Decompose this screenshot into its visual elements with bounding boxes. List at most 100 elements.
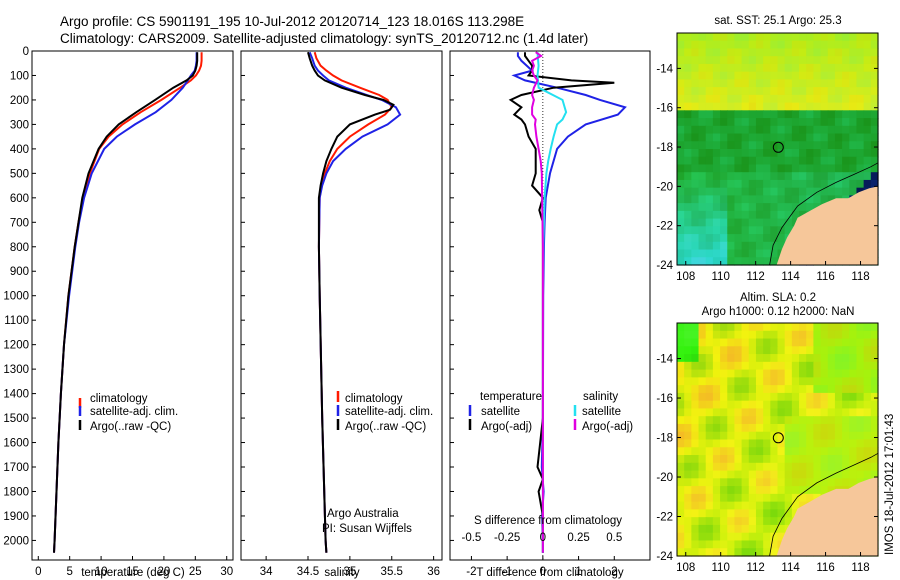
difference-legend-s-argo: Argo(-adj) — [582, 421, 633, 433]
sst-map-cell — [691, 172, 700, 181]
sla-map-cell — [799, 385, 807, 394]
sst-map-cell — [820, 156, 829, 166]
sla-map-cell — [820, 447, 829, 456]
sla-map-cell — [691, 486, 700, 495]
sst-map-cell — [684, 125, 692, 135]
sst-map-cell — [691, 187, 700, 196]
sst-map-cell — [684, 63, 692, 73]
sla-map-cell — [705, 486, 714, 495]
sla-map-cell — [834, 431, 843, 441]
sla-map-cell — [763, 447, 771, 456]
sst-map-cell — [863, 149, 872, 158]
sla-map-cell — [834, 361, 843, 371]
sst-map-cell — [748, 71, 757, 80]
temperature-y-tick-label: 700 — [10, 217, 29, 229]
sla-map-cell — [849, 323, 858, 332]
sla-map-cell — [748, 486, 757, 495]
sst-map-cell — [677, 164, 685, 173]
sst-map-cell — [720, 133, 728, 142]
sst-map-cell — [849, 87, 858, 96]
sla-map-cell — [870, 400, 879, 410]
sst-map-cell — [791, 94, 800, 104]
sst-map-cell — [870, 149, 879, 158]
sla-map-cell — [712, 323, 721, 332]
sla-map-cell — [712, 447, 721, 456]
sst-map-cell — [755, 241, 764, 251]
sst-map-cell — [784, 79, 793, 88]
sla-map-cell — [770, 462, 779, 472]
sst-map-cell — [727, 156, 736, 166]
temperature-line-2 — [53, 52, 199, 553]
sst-map-cell — [705, 40, 714, 50]
sla-map-cell — [712, 423, 721, 433]
sst-map-cell — [777, 187, 786, 196]
sst-map-cell — [720, 172, 728, 181]
sst-map-cell — [856, 156, 865, 166]
sst-map-cell — [849, 71, 858, 80]
temperature-legend-satellite: satellite-adj. clim. — [90, 406, 178, 418]
sla-map-cell — [806, 493, 814, 503]
sla-map-cell — [684, 462, 692, 472]
sla-map-cell — [870, 416, 879, 425]
sst-map-cell — [698, 195, 707, 204]
sla-map-cell — [741, 423, 750, 433]
sst-map-cell — [777, 156, 786, 166]
salinity-x-tick-label: 36 — [427, 566, 440, 578]
sst-map-cell — [720, 156, 728, 166]
sla-map-cell — [842, 392, 850, 402]
sst-map-cell — [770, 179, 779, 189]
sla-map-cell — [748, 447, 757, 456]
temperature-y-tick-label: 500 — [10, 168, 29, 180]
sla-map-cell — [770, 385, 779, 394]
footer-stamp: IMOS 18-Jul-2012 17:01:43 — [884, 414, 896, 555]
sst-map-cell — [698, 179, 707, 189]
sla-map-cell — [784, 377, 793, 386]
sla-map-cell — [806, 478, 814, 487]
sla-map-cell — [691, 517, 700, 526]
sst-map-cell — [691, 118, 700, 127]
sla-map-cell — [741, 532, 750, 542]
sla-map-cell — [863, 338, 872, 347]
sla-map-x-tick-label: 116 — [816, 562, 834, 574]
sla-map-cell — [777, 470, 786, 479]
sst-map-cell — [677, 125, 685, 135]
sla-map-cell — [856, 408, 865, 417]
sla-map-cell — [770, 486, 779, 495]
temperature-y-tick-label: 2000 — [3, 535, 29, 547]
sla-map-cell — [720, 509, 728, 518]
sla-map-cell — [684, 330, 692, 340]
sst-map-cell — [813, 125, 822, 135]
sst-map-cell — [755, 210, 764, 220]
sla-map-cell — [870, 431, 879, 441]
sst-map-cell — [741, 249, 750, 258]
sla-map-cell — [741, 346, 750, 355]
sla-map-cell — [770, 408, 779, 417]
sst-map-cell — [813, 195, 822, 204]
sla-map-cell — [755, 338, 764, 347]
sst-map-cell — [705, 102, 714, 111]
sla-map-cell — [741, 354, 750, 363]
sla-map-cell — [763, 540, 771, 549]
sst-map-cell — [784, 40, 793, 50]
sst-map-cell — [741, 56, 750, 65]
sst-map-cell — [849, 133, 858, 142]
sla-map-cell — [799, 323, 807, 332]
sst-map-cell — [734, 63, 743, 73]
salinity-series — [307, 51, 402, 553]
sst-map-cell — [834, 133, 843, 142]
sla-map-cell — [684, 486, 692, 495]
sla-map-cell — [720, 439, 728, 448]
sla-map-cell — [784, 323, 793, 332]
sla-map-cell — [770, 517, 779, 526]
sla-map-cell — [748, 524, 757, 534]
sla-map-cell — [705, 400, 714, 410]
sla-map-cell — [870, 455, 879, 464]
sst-map-cell — [677, 218, 685, 227]
sst-map-cell — [827, 79, 836, 88]
sla-map-cell — [734, 548, 743, 557]
sst-map-cell — [698, 63, 707, 73]
sla-map-cell — [763, 501, 771, 510]
sla-map-x-tick-label: 108 — [676, 562, 695, 574]
sst-map-cell — [741, 187, 750, 196]
